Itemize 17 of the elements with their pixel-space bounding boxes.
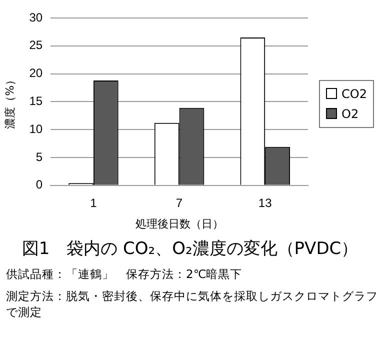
y-tick-label: 10 bbox=[29, 122, 43, 136]
y-axis-title: 濃度（%） bbox=[3, 74, 16, 129]
y-tick-label: 5 bbox=[36, 150, 43, 164]
text: 測定方法：脱気・密封後、保存中に気体を採取しガスクロマトグラフで測定 bbox=[6, 288, 379, 320]
x-axis-title: 処理後日数（日） bbox=[135, 217, 224, 230]
y-tick-label: 15 bbox=[29, 94, 43, 108]
y-tick-label: 25 bbox=[29, 38, 43, 52]
x-tick-label: 7 bbox=[176, 196, 183, 210]
x-tick-label: 13 bbox=[258, 196, 272, 210]
text: CO2 bbox=[340, 86, 367, 103]
y-tick-label: 20 bbox=[29, 66, 43, 80]
y-tick-label: 30 bbox=[29, 10, 43, 24]
text: 供試品種：「連鶴」 保存方法：2℃暗黒下 bbox=[6, 266, 244, 282]
y-tick-label: 0 bbox=[36, 178, 43, 192]
x-tick-label: 1 bbox=[90, 196, 98, 210]
text: 図1 袋内の CO₂、O₂濃度の変化（PVDC） bbox=[20, 238, 360, 260]
legend-label: O2 bbox=[340, 106, 360, 123]
